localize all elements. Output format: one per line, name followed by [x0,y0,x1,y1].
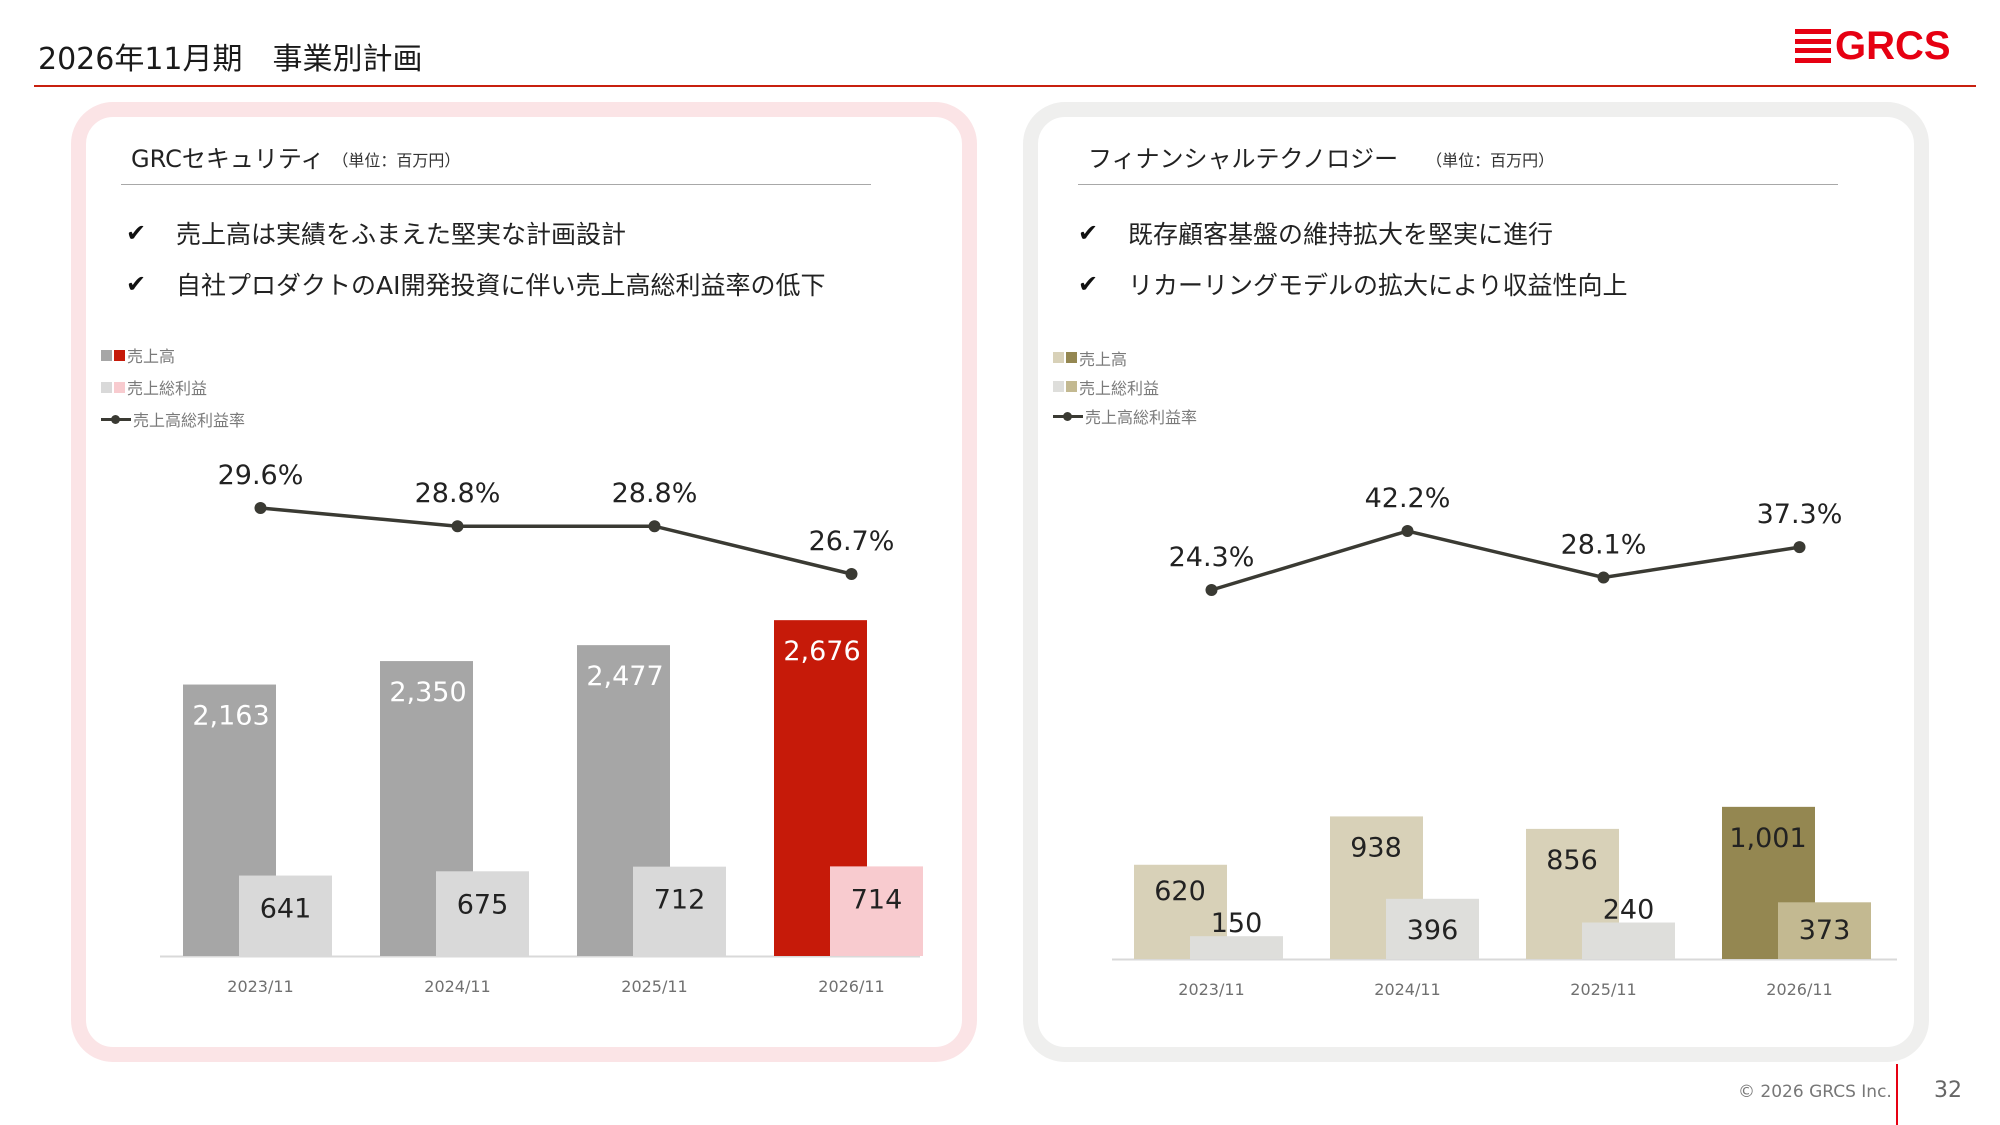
panel-header: フィナンシャルテクノロジー （単位：百万円） [1078,143,1838,185]
bullet-item: ✔ 既存顧客基盤の維持拡大を堅実に進行 [1078,218,1554,249]
legend-item-sales: 売上高 [1053,343,1197,372]
legend-item-sales: 売上高 [101,339,245,371]
line-point [1205,584,1218,596]
data-label-sales: 2,350 [389,677,466,708]
line-point [1401,525,1414,537]
line-point [254,502,267,514]
line-marker-icon [101,412,131,426]
bullet-item: ✔ リカーリングモデルの拡大により収益性向上 [1078,269,1628,300]
legend-item-gross-margin: 売上高総利益率 [1053,401,1197,430]
data-label-gross-profit: 373 [1799,915,1851,946]
bullet-list: ✔ 既存顧客基盤の維持拡大を堅実に進行 ✔ リカーリングモデルの拡大により収益性向上 [1078,207,1628,309]
data-label-gross-profit: 396 [1407,915,1459,946]
x-tick-label: 2026/11 [818,977,884,996]
panel-title: GRCセキュリティ [131,145,325,173]
data-label-sales: 620 [1154,876,1206,907]
x-tick-label: 2023/11 [227,977,293,996]
data-label-gross-margin: 28.8% [612,478,698,509]
legend-item-gross-margin: 売上高総利益率 [101,403,245,435]
data-label-gross-margin: 24.3% [1169,542,1255,573]
panel-header: GRCセキュリティ （単位：百万円） [121,143,871,185]
data-label-gross-margin: 26.7% [809,526,895,557]
bar-gross-profit [436,871,529,956]
data-label-sales: 2,163 [192,701,269,732]
data-label-gross-profit: 675 [457,889,509,920]
data-label-gross-profit: 641 [260,894,312,925]
page-title: 2026年11月期 事業別計画 [38,42,423,77]
line-marker-icon [1053,409,1083,423]
footer-divider [1896,1064,1898,1125]
x-tick-label: 2025/11 [1570,980,1636,999]
data-label-gross-profit: 714 [851,884,903,915]
logo-text: GRCS [1835,24,1951,68]
x-tick-label: 2025/11 [621,977,687,996]
copyright: © 2026 GRCS Inc. [1738,1082,1892,1102]
chart-legend: 売上高 売上総利益 売上高総利益率 [1053,343,1197,430]
data-label-sales: 2,477 [586,661,663,692]
data-label-gross-margin: 28.8% [415,478,501,509]
data-label-sales: 1,001 [1729,823,1806,854]
bullet-item: ✔ 自社プロダクトのAI開発投資に伴い売上高総利益率の低下 [126,269,826,300]
x-tick-label: 2026/11 [1766,980,1832,999]
x-tick-label: 2024/11 [1374,980,1440,999]
line-gross-margin [1210,529,1800,592]
bar-gross-profit [633,866,726,956]
bar-gross-profit [1386,898,1479,959]
bar-gross-profit [1190,936,1283,959]
bar-gross-profit [239,875,332,956]
logo-stripes-icon [1795,29,1831,63]
line-point [648,520,661,533]
page-number: 32 [1934,1078,1962,1103]
chart-legend: 売上高 売上総利益 売上高総利益率 [101,339,245,435]
checkmark-icon: ✔ [126,269,147,298]
legend-item-gross-profit: 売上総利益 [101,371,245,403]
line-gross-margin [260,506,852,576]
data-label-gross-profit: 712 [654,885,706,916]
checkmark-icon: ✔ [126,218,147,247]
data-label-gross-margin: 29.6% [218,460,304,491]
bullet-item: ✔ 売上高は実績をふまえた堅実な計画設計 [126,218,627,249]
data-label-gross-profit: 240 [1603,895,1655,926]
unit-note: （単位：百万円） [1426,151,1555,170]
data-label-sales: 938 [1350,832,1402,863]
line-point [845,568,858,580]
checkmark-icon: ✔ [1078,218,1099,247]
data-label-gross-margin: 37.3% [1757,499,1843,530]
grcs-logo: GRCS [1795,26,1951,66]
data-label-gross-margin: 42.2% [1365,483,1451,514]
x-tick-label: 2024/11 [424,977,490,996]
checkmark-icon: ✔ [1078,269,1099,298]
unit-note: （単位：百万円） [332,151,461,170]
x-tick-label: 2023/11 [1178,980,1244,999]
data-label-gross-profit: 150 [1211,908,1263,939]
bar-gross-profit [1778,902,1871,959]
bullet-list: ✔ 売上高は実績をふまえた堅実な計画設計 ✔ 自社プロダクトのAI開発投資に伴い売上… [126,207,825,309]
data-label-gross-margin: 28.1% [1561,529,1647,560]
line-point [1597,571,1610,584]
header-divider [34,85,1976,87]
line-point [1793,541,1806,554]
bar-gross-profit [830,866,923,956]
panel-title: フィナンシャルテクノロジー [1088,145,1399,173]
bar-gross-profit [1582,922,1675,959]
line-point [451,520,464,533]
legend-item-gross-profit: 売上総利益 [1053,372,1197,401]
data-label-sales: 856 [1546,845,1598,876]
data-label-sales: 2,676 [783,636,860,667]
